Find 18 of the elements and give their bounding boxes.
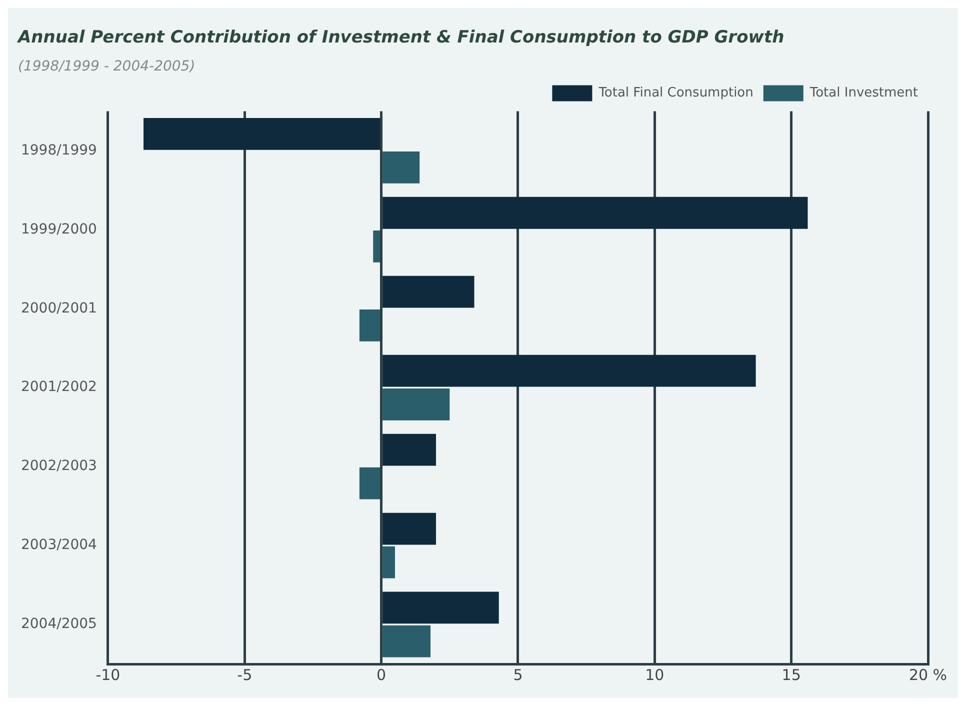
chart-title: Annual Percent Contribution of Investment & Final Consumption to GDP Growth: [16, 28, 784, 48]
x-tick-label: 20 %: [908, 666, 948, 684]
legend-label: Total Investment: [808, 86, 918, 101]
x-tick-label: 10: [645, 666, 664, 684]
x-tick-label: -10: [96, 666, 120, 684]
y-tick-label: 2003/2004: [20, 537, 98, 554]
x-tick-label: 0: [376, 666, 386, 684]
y-tick-label: 2002/2003: [20, 458, 97, 474]
y-tick-label: 1998/1999: [20, 142, 97, 158]
y-tick-label: 2001/2002: [20, 379, 97, 396]
y-tick-label: 1999/2000: [20, 221, 97, 238]
x-tick-label: -5: [237, 666, 252, 684]
y-tick-label: 2004/2005: [20, 616, 97, 632]
y-tick-label: 2000/2001: [20, 300, 97, 316]
chart-subtitle: (1998/1999 - 2004-2005): [18, 58, 196, 74]
x-tick-label: 5: [513, 666, 523, 684]
x-tick-label: 15: [782, 666, 801, 684]
legend-label: Total Final Consumption: [598, 86, 754, 101]
